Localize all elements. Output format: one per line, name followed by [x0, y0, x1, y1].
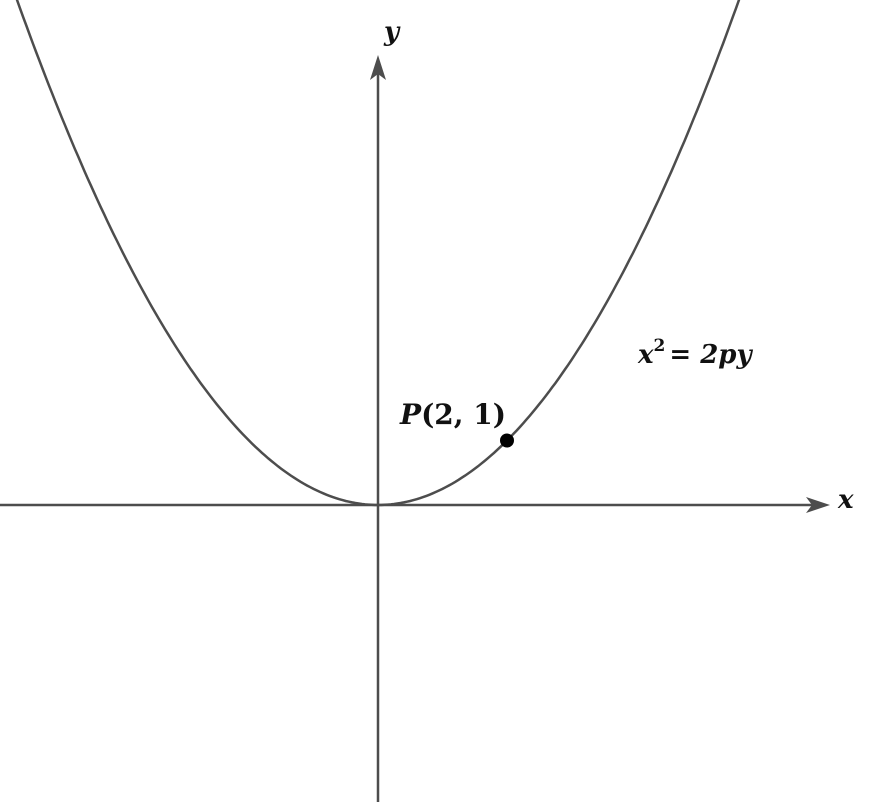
- curve-equation-label: x2 = 2py: [637, 336, 753, 370]
- equation-exponent: 2: [654, 336, 666, 356]
- y-axis-label: y: [383, 17, 401, 47]
- x-axis: [0, 497, 830, 513]
- parabola-curve: [15, 0, 741, 507]
- equation-base: x: [637, 340, 654, 370]
- point-p-name: P: [399, 398, 422, 431]
- point-p-label: P(2, 1): [399, 398, 506, 431]
- point-p-marker: [500, 433, 514, 448]
- x-axis-label: x: [837, 485, 854, 515]
- equation-rhs: = 2py: [669, 340, 753, 370]
- point-p-coords: (2, 1): [421, 398, 506, 431]
- y-axis-arrowhead: [370, 55, 386, 80]
- y-axis: [370, 55, 386, 802]
- x-axis-arrowhead: [806, 497, 830, 513]
